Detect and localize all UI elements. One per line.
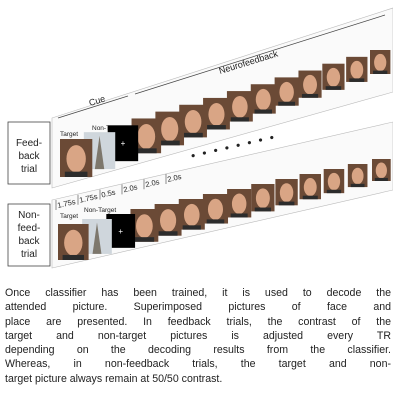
face: [328, 173, 340, 190]
shirt: [183, 133, 202, 138]
shirt: [327, 190, 341, 193]
shirt: [160, 141, 180, 146]
shirt: [303, 196, 318, 200]
face: [66, 145, 85, 172]
face: [256, 89, 271, 110]
face: [327, 68, 340, 87]
shirt: [136, 148, 157, 153]
face: [303, 75, 317, 95]
shirt: [326, 86, 342, 90]
shirt: [278, 102, 295, 106]
non-target-label: Non-Target: [84, 207, 116, 214]
face: [185, 110, 202, 133]
face: [376, 163, 387, 179]
face: [280, 183, 293, 202]
caption-line: attended picture. Superimposed pictures …: [5, 300, 391, 314]
face: [137, 124, 155, 149]
caption-line: Once classifier has been trained, it is …: [5, 286, 391, 300]
target-label: Target: [60, 213, 78, 220]
shirt: [65, 172, 88, 177]
row-label: back: [18, 236, 40, 247]
shirt: [351, 184, 365, 187]
fixation-cross: +: [121, 139, 126, 148]
shirt: [159, 231, 178, 235]
face: [374, 54, 386, 71]
row-label: trial: [21, 249, 37, 260]
shirt: [63, 255, 84, 260]
face: [232, 96, 248, 118]
row-label: back: [18, 151, 40, 162]
shirt: [302, 94, 318, 98]
caption-line: depending on the decoding results from t…: [5, 343, 391, 357]
face: [160, 209, 176, 232]
row-label: Non-: [18, 210, 40, 221]
caption-line: target picture always remain at 50/50 co…: [5, 372, 391, 386]
figure: Feed- back trial Non- feed- back trial C…: [0, 0, 393, 282]
shirt: [135, 237, 154, 242]
target-label: Target: [60, 131, 78, 138]
shirt: [207, 125, 226, 129]
face: [208, 199, 223, 220]
shirt: [207, 219, 225, 223]
shirt: [375, 178, 388, 181]
face: [208, 103, 224, 126]
fixation-cross: +: [118, 227, 123, 236]
face: [232, 194, 247, 214]
face: [136, 214, 153, 238]
face: [256, 188, 270, 208]
shirt: [373, 71, 387, 74]
face: [161, 117, 178, 141]
face: [279, 82, 293, 102]
face: [184, 204, 200, 226]
shirt: [279, 202, 295, 206]
face: [352, 168, 364, 185]
face: [350, 61, 363, 79]
caption-line: target and non-target pictures is adjust…: [5, 329, 391, 343]
page: Feed- back trial Non- feed- back trial C…: [0, 0, 393, 414]
shirt: [255, 110, 272, 114]
shirt: [231, 117, 249, 121]
shirt: [183, 225, 201, 229]
caption-line: place are presented. In feedback trials,…: [5, 315, 391, 329]
caption: Once classifier has been trained, it is …: [5, 286, 391, 386]
shirt: [349, 78, 364, 82]
row-label: feed-: [18, 223, 41, 234]
row-label: Feed-: [16, 138, 42, 149]
face: [64, 230, 82, 256]
shirt: [231, 213, 248, 217]
row-label: trial: [21, 164, 37, 175]
caption-line: Whereas, in non-feedback trials, the tar…: [5, 357, 391, 371]
face: [304, 178, 317, 196]
shirt: [255, 208, 271, 212]
